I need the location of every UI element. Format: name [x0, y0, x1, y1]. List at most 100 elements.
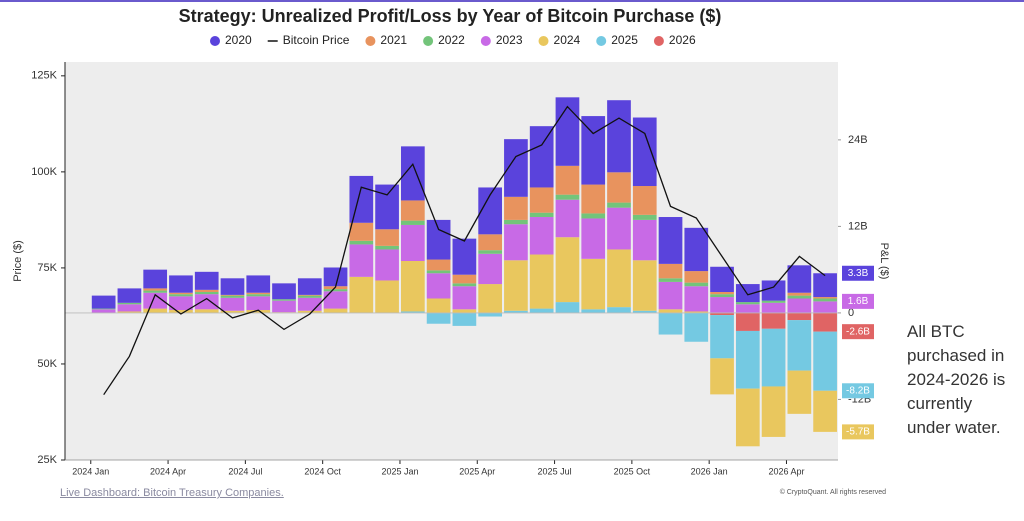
pnl-bar [91, 308, 116, 310]
pnl-bar [220, 310, 245, 313]
legend-label: 2025 [611, 33, 638, 47]
pnl-bar [349, 240, 374, 245]
price-line [103, 105, 826, 396]
pnl-bar [632, 310, 657, 313]
y-tick-label: 100K [31, 166, 57, 178]
pnl-bar [375, 245, 399, 250]
pnl-bar [323, 291, 348, 309]
chart-title: Strategy: Unrealized Profit/Loss by Year… [179, 6, 722, 26]
pnl-bar [632, 260, 657, 311]
pnl-bar [452, 283, 477, 287]
pnl-bar [710, 266, 734, 293]
pnl-bar [169, 292, 193, 295]
legend-label: 2021 [380, 33, 407, 47]
pnl-bar [684, 312, 709, 342]
dashboard-link[interactable]: Live Dashboard: Bitcoin Treasury Compani… [60, 487, 284, 499]
pnl-bar [478, 312, 503, 317]
pnl-bar [452, 238, 477, 275]
pnl-bar [813, 312, 837, 332]
pnl-bar [143, 290, 168, 293]
pnl-bar [632, 214, 657, 220]
x-tick-label: 2026 Apr [768, 466, 804, 476]
pnl-bar [272, 299, 296, 301]
value-label-box [842, 293, 874, 309]
value-label: 3.3B [848, 268, 869, 279]
pnl-bar [529, 254, 554, 309]
pnl-bar [813, 301, 837, 313]
pnl-bar [91, 295, 116, 309]
pnl-bar [246, 294, 271, 297]
pnl-bar [684, 282, 709, 287]
pnl-bar [143, 308, 168, 313]
pnl-bar [297, 278, 322, 295]
pnl-bar [787, 292, 812, 296]
value-label-box [842, 324, 874, 340]
pnl-bar [813, 331, 837, 391]
value-label-box [842, 265, 874, 281]
pnl-bar [375, 249, 399, 281]
pnl-bar [478, 250, 503, 254]
x-tick-label: 2024 Jan [72, 466, 109, 476]
pnl-bar [349, 222, 374, 241]
pnl-bar [710, 294, 734, 298]
x-tick-label: 2024 Jul [228, 466, 262, 476]
pnl-bar [581, 218, 606, 259]
y2-axis-label: P&L ($) [878, 243, 890, 280]
pnl-bar [658, 263, 683, 279]
pnl-bar [117, 311, 142, 313]
pnl-bar [813, 390, 837, 432]
pnl-bar [555, 194, 580, 200]
y2-tick-label: 24B [848, 134, 868, 146]
legend-swatch [423, 36, 434, 46]
pnl-bar [452, 309, 477, 313]
value-label: -2.6B [846, 326, 870, 337]
pnl-bar [813, 297, 837, 299]
pnl-bar [684, 271, 709, 283]
pnl-bar [169, 296, 193, 311]
x-tick-label: 2025 Apr [459, 466, 495, 476]
pnl-bar [504, 219, 528, 225]
pnl-bar [375, 280, 399, 313]
pnl-bar [478, 187, 503, 235]
pnl-bar [349, 175, 374, 223]
pnl-bar [529, 217, 554, 255]
pnl-bar [555, 237, 580, 303]
pnl-bar [117, 302, 142, 305]
pnl-bar [761, 312, 786, 329]
pnl-bar [400, 220, 425, 225]
legend-label: 2022 [438, 33, 465, 47]
legend-label: Bitcoin Price [283, 33, 350, 47]
pnl-bar [555, 165, 580, 195]
pnl-bar [761, 328, 786, 387]
pnl-bar [581, 309, 606, 313]
pnl-bar [632, 186, 657, 215]
pnl-bar [761, 280, 786, 301]
pnl-bar [297, 294, 322, 296]
pnl-bar [658, 278, 683, 282]
legend-swatch [538, 36, 549, 46]
pnl-bar [426, 259, 451, 271]
legend-label: 2020 [225, 33, 252, 47]
pnl-bar [607, 100, 631, 173]
credit: © CryptoQuant. All rights reserved [780, 488, 886, 496]
pnl-bar [297, 310, 322, 313]
pnl-bar [246, 275, 271, 293]
pnl-bar [143, 269, 168, 289]
pnl-bar [426, 270, 451, 274]
pnl-bar [426, 312, 451, 324]
pnl-bar [504, 224, 528, 261]
pnl-bar [194, 271, 219, 290]
pnl-bar [220, 294, 245, 296]
value-label: -8.2B [846, 385, 870, 396]
pnl-bar [297, 295, 322, 298]
x-tick-label: 2025 Jan [381, 466, 418, 476]
legend-label: 2024 [554, 33, 581, 47]
pnl-bar [246, 292, 271, 295]
pnl-bar [194, 289, 219, 293]
pnl-bar [478, 234, 503, 251]
pnl-bar [761, 386, 786, 437]
legend-swatch [653, 36, 664, 46]
pnl-bar [400, 224, 425, 261]
pnl-bar [117, 304, 142, 312]
